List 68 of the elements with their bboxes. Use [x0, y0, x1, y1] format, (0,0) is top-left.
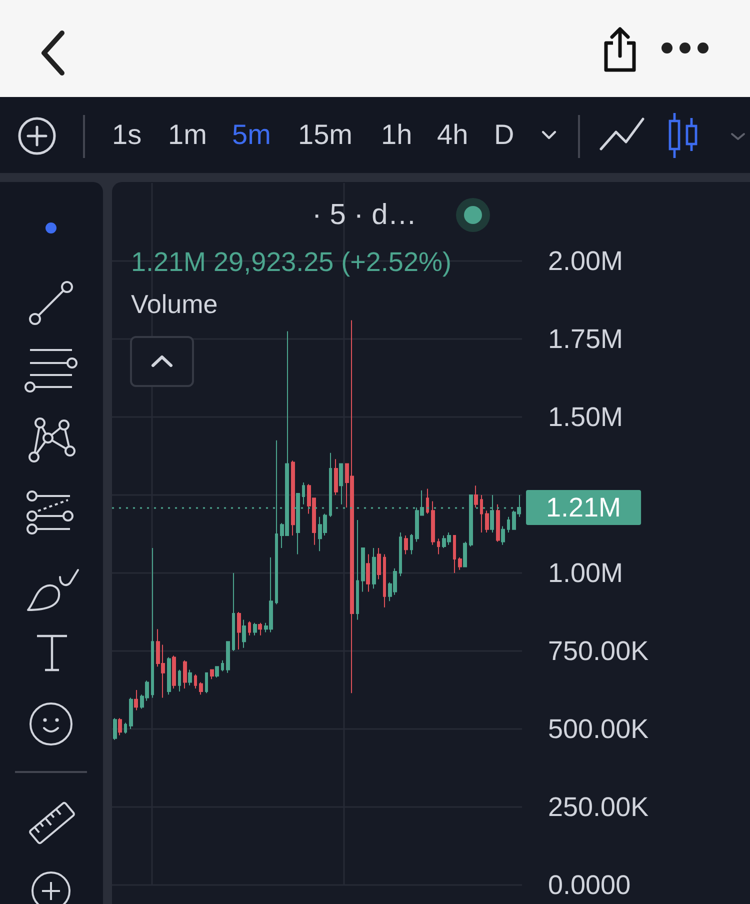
y-tick-label: 500.00K — [548, 714, 649, 744]
candlestick — [463, 541, 467, 568]
candlestick — [242, 619, 246, 648]
candlestick — [291, 460, 295, 536]
candlestick — [410, 534, 413, 555]
candlestick — [113, 718, 117, 740]
candlestick — [437, 538, 440, 555]
annotation: Volume — [131, 289, 218, 321]
candlestick — [372, 548, 376, 590]
candlestick — [167, 656, 171, 696]
candlestick — [194, 674, 197, 689]
annotation: 1.21M 29,923.25 (+2.52%) — [131, 246, 452, 278]
candlestick — [302, 482, 305, 505]
candlestick — [178, 669, 181, 692]
annotation: · 5 · d… — [312, 198, 417, 232]
y-tick-label: 250.00K — [548, 792, 649, 822]
text: 5m — [232, 118, 271, 152]
candlestick — [399, 532, 402, 577]
text: D — [494, 118, 514, 152]
candlestick — [188, 669, 192, 686]
candlestick — [356, 519, 359, 620]
candlestick — [226, 641, 230, 674]
candlestick — [377, 548, 381, 580]
text: 1m — [168, 118, 207, 152]
candlestick — [496, 504, 500, 542]
y-tick-label: 750.00K — [548, 636, 649, 666]
text: 1h — [381, 118, 412, 152]
candlestick — [480, 494, 483, 533]
y-tick-label: 1.50M — [548, 402, 624, 432]
candlestick — [453, 535, 456, 574]
candlestick — [383, 554, 386, 608]
candlestick — [253, 622, 257, 636]
candlestick — [334, 458, 338, 496]
y-tick-label: 1.75M — [548, 324, 624, 354]
ref-line-label: 1.21M — [546, 492, 622, 522]
y-tick-label: 2.00M — [548, 246, 624, 276]
text: 4h — [437, 118, 468, 152]
y-tick-label: 0.0000 — [548, 870, 631, 900]
candlestick — [458, 556, 462, 570]
y-tick-label: 1.00M — [548, 558, 624, 588]
text: 1s — [112, 118, 142, 152]
candlestick — [205, 672, 208, 694]
candlestick — [118, 718, 122, 736]
candlestick — [404, 535, 408, 555]
candlestick — [237, 612, 241, 650]
candlestick — [124, 722, 127, 734]
candlestick — [172, 655, 176, 689]
candlestick — [210, 669, 214, 680]
candlestick — [361, 548, 365, 592]
candlestick — [199, 682, 203, 696]
candlestick — [339, 463, 343, 505]
candlestick — [507, 516, 510, 533]
candlestick — [501, 526, 505, 546]
candlestick — [129, 697, 133, 730]
candlestick — [366, 554, 370, 592]
candlestick — [248, 620, 251, 636]
candlestick — [258, 622, 262, 636]
candlestick — [474, 485, 478, 508]
candlestick — [431, 500, 435, 546]
candlestick — [151, 548, 154, 698]
candlestick — [426, 488, 429, 514]
candlestick — [221, 660, 224, 672]
candlestick — [215, 666, 219, 678]
candlestick — [485, 510, 489, 533]
candlestick — [183, 660, 187, 689]
candlestick — [232, 572, 235, 652]
text: 15m — [298, 118, 352, 152]
candlestick — [134, 690, 138, 711]
